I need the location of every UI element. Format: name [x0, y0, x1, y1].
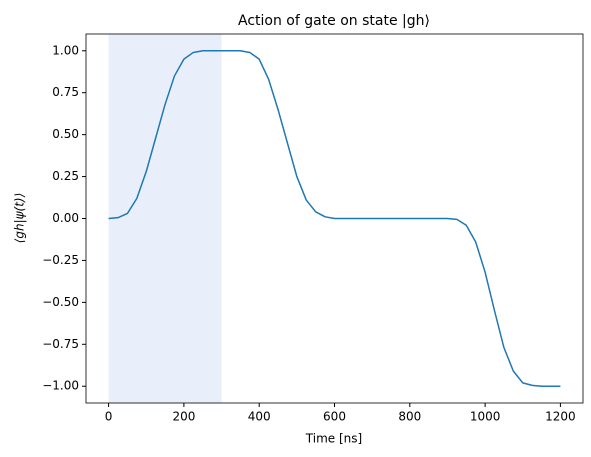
y-tick-label: 0.25 — [52, 169, 79, 183]
y-tick-label: 0.50 — [52, 127, 79, 141]
x-tick-label: 800 — [398, 410, 421, 424]
x-axis-label: Time [ns] — [305, 432, 362, 446]
data-line — [108, 50, 561, 387]
x-tick-label: 200 — [172, 410, 195, 424]
y-tick-label: −0.25 — [42, 253, 79, 267]
y-tick-label: −0.75 — [42, 337, 79, 351]
x-tick-label: 1200 — [545, 410, 576, 424]
y-axis-label: ⟨gh|ψ(t)⟩ — [13, 193, 27, 244]
y-tick-label: −1.00 — [42, 379, 79, 393]
axes-frame — [85, 33, 584, 404]
x-tick-label: 400 — [248, 410, 271, 424]
shaded-span — [108, 34, 222, 403]
y-tick-label: −0.50 — [42, 295, 79, 309]
chart-title: Action of gate on state |gh⟩ — [238, 13, 430, 29]
y-tick-label: 0.00 — [52, 211, 79, 225]
y-tick-label: 1.00 — [52, 43, 79, 57]
x-tick-label: 600 — [323, 410, 346, 424]
y-tick-label: 0.75 — [52, 85, 79, 99]
x-tick-label: 0 — [105, 410, 113, 424]
x-tick-label: 1000 — [470, 410, 501, 424]
